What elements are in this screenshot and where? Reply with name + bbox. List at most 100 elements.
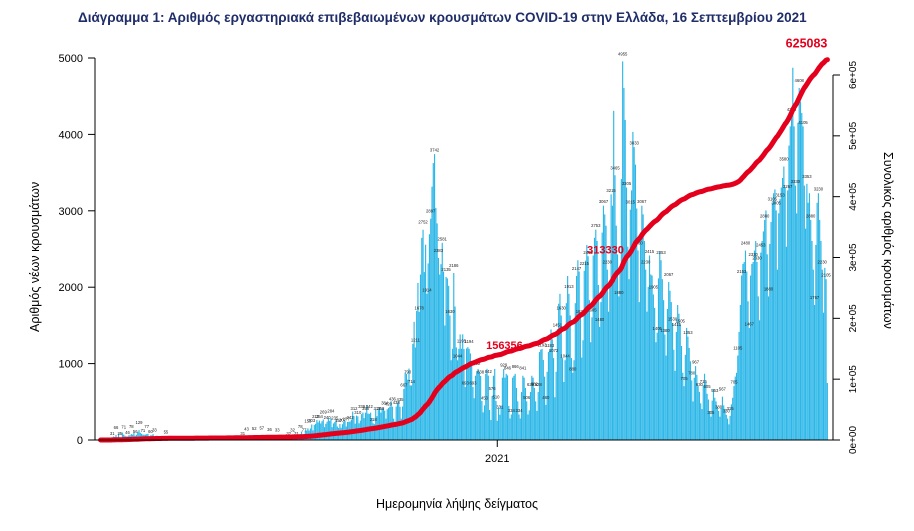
daily-cases-bar — [448, 285, 450, 440]
annotation-total-label: 625083 — [786, 37, 828, 51]
bar-value-label: 32 — [290, 428, 295, 433]
daily-cases-bar — [636, 208, 638, 440]
daily-cases-bar — [393, 418, 395, 440]
daily-cases-bar — [686, 327, 688, 440]
daily-cases-bar — [789, 126, 791, 440]
daily-cases-bar — [665, 355, 667, 440]
daily-cases-bar — [335, 419, 337, 440]
daily-cases-bar — [812, 269, 814, 440]
daily-cases-bar — [590, 342, 592, 440]
daily-cases-bar — [733, 386, 735, 440]
daily-cases-bar — [451, 348, 454, 440]
daily-cases-bar — [533, 387, 535, 440]
daily-cases-bar — [625, 187, 628, 440]
daily-cases-bar — [735, 372, 738, 440]
daily-cases-bar — [629, 209, 631, 440]
daily-cases-bar — [428, 234, 431, 440]
daily-cases-bar — [810, 219, 812, 440]
daily-cases-bar — [526, 401, 528, 440]
daily-cases-bar — [583, 270, 585, 440]
x-tick-label: 2021 — [485, 453, 509, 465]
bar-value-label: 2453 — [756, 243, 766, 248]
daily-cases-bar — [417, 282, 419, 440]
daily-cases-bar — [639, 232, 642, 440]
daily-cases-bar — [790, 116, 793, 440]
bar-value-label: 3742 — [430, 148, 440, 153]
daily-cases-bar — [521, 392, 523, 440]
bar-value-label: 305 — [707, 410, 715, 415]
daily-cases-bar — [405, 373, 407, 440]
daily-cases-bar — [569, 315, 571, 440]
daily-cases-bar — [756, 261, 758, 440]
bar-value-label: 1044 — [453, 354, 463, 359]
bar-value-label: 436 — [389, 397, 397, 402]
daily-cases-bar — [565, 303, 567, 440]
daily-cases-bar — [591, 317, 593, 440]
daily-cases-bar — [514, 373, 516, 440]
bar-value-label: 628 — [527, 382, 535, 387]
daily-cases-bar — [403, 389, 405, 440]
daily-cases-bar — [523, 377, 525, 440]
daily-cases-bar — [398, 401, 400, 440]
daily-cases-bar — [390, 401, 392, 440]
daily-cases-bar — [604, 214, 606, 440]
daily-cases-bar — [688, 347, 690, 440]
bar-value-label: 1183 — [545, 343, 555, 348]
daily-cases-bar — [757, 296, 759, 440]
bar-value-label: 605 — [704, 384, 712, 389]
bar-value-label: 3465 — [610, 165, 620, 170]
daily-cases-bar — [666, 308, 668, 440]
daily-cases-bar — [373, 424, 376, 440]
daily-cases-bar — [669, 290, 671, 440]
daily-cases-bar — [709, 410, 711, 440]
daily-cases-bar — [642, 214, 644, 440]
right-tick-label: 1e+05 — [848, 365, 859, 394]
daily-cases-bar — [445, 276, 447, 440]
daily-cases-bar — [453, 272, 455, 440]
daily-cases-bar — [758, 320, 761, 440]
daily-cases-bar — [637, 250, 639, 440]
bar-value-label: 1880 — [764, 286, 774, 291]
daily-cases-bar — [551, 339, 553, 440]
daily-cases-bar — [616, 254, 619, 440]
daily-cases-bar — [385, 418, 387, 440]
bar-value-label: 1405 — [653, 326, 663, 331]
daily-cases-bar — [782, 177, 784, 440]
daily-cases-bar — [755, 240, 757, 440]
daily-cases-bar — [138, 430, 140, 440]
bar-value-label: 790 — [404, 370, 412, 375]
bar-value-label: 52 — [252, 426, 257, 431]
daily-cases-bar — [822, 312, 825, 440]
daily-cases-bar — [817, 193, 819, 440]
daily-cases-bar — [570, 358, 573, 440]
daily-cases-bar — [654, 307, 656, 440]
daily-cases-bar — [318, 420, 320, 440]
bar-value-label: 3267 — [783, 184, 793, 189]
daily-cases-bar — [724, 409, 726, 440]
daily-cases-bar — [728, 424, 730, 440]
daily-cases-bar — [819, 219, 821, 440]
bar-value-label: 2135 — [441, 267, 451, 272]
bar-value-label: 3833 — [630, 141, 640, 146]
bar-value-label: 553 — [711, 388, 719, 393]
bar-value-label: 1415 — [672, 322, 682, 327]
daily-cases-bar — [739, 305, 741, 440]
daily-cases-bar — [638, 302, 640, 440]
daily-cases-bar — [601, 232, 603, 440]
daily-cases-bar — [558, 303, 560, 440]
bar-value-label: 2405 — [583, 250, 593, 255]
daily-cases-bar — [490, 419, 492, 440]
daily-cases-bar — [378, 407, 381, 440]
bar-value-label: 1630 — [445, 309, 455, 314]
bar-value-label: 207 — [339, 418, 347, 423]
daily-cases-bar — [664, 334, 666, 440]
daily-cases-bar — [614, 175, 616, 440]
daily-cases-bar — [588, 300, 590, 440]
bar-value-label: 240 — [324, 415, 332, 420]
daily-cases-bar — [532, 377, 534, 440]
right-tick-label: 4e+05 — [848, 182, 859, 211]
daily-cases-bar — [473, 398, 475, 440]
daily-cases-bar — [707, 399, 709, 440]
bar-value-label: 1605 — [587, 307, 597, 312]
